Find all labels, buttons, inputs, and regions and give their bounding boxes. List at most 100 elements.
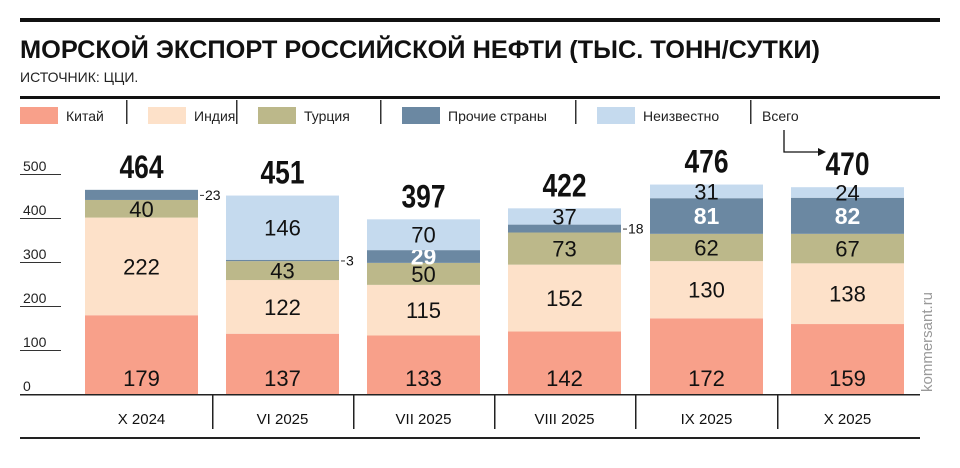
bar-segment: [791, 263, 904, 325]
data-label: 133: [405, 366, 442, 391]
legend-swatch: [258, 107, 296, 124]
x-tick-label: X 2025: [824, 411, 872, 428]
x-tick-label: IX 2025: [681, 411, 733, 428]
x-tick-label: VI 2025: [257, 411, 309, 428]
bar-segment: [367, 262, 480, 285]
legend-label: Индия: [194, 108, 235, 124]
bar-segment: [791, 197, 904, 234]
total-label: 464: [120, 149, 164, 185]
y-tick-label: 100: [23, 334, 47, 350]
x-tick-label: VII 2025: [396, 411, 452, 428]
total-label: 422: [543, 167, 587, 203]
legend-swatch: [20, 107, 58, 124]
bar-segment: [791, 187, 904, 198]
data-label: 81: [694, 203, 720, 229]
legend-separator: [750, 100, 752, 124]
data-label-small: 23: [205, 187, 221, 203]
arrow-head-icon: [818, 148, 826, 156]
bar-segment: [508, 208, 621, 225]
y-tick-line: [20, 174, 61, 175]
category-separator: [777, 395, 779, 429]
x-axis: X 2024 VI 2025 VII 2025 VIII 2025 IX 2025 X 2…: [20, 394, 920, 439]
legend-separator: [575, 100, 577, 124]
bar-segment: [508, 331, 621, 394]
y-tick-label: 500: [23, 158, 47, 174]
data-label: 122: [264, 295, 301, 320]
bar-segment: [226, 333, 339, 394]
bar-segment: [650, 184, 763, 199]
total-label: 476: [685, 144, 729, 180]
data-label: 146: [264, 216, 301, 241]
legend: Китай Индия Турция Прочие страны Неизвестно В…: [20, 100, 826, 156]
legend-separator: [236, 100, 238, 124]
x-tick-label: X 2024: [118, 411, 166, 428]
data-label: 31: [694, 179, 718, 204]
legend-label: Турция: [304, 108, 350, 124]
bar-segment: [508, 264, 621, 332]
data-label: 50: [411, 262, 435, 287]
category-separator: [353, 395, 355, 429]
data-label: 152: [546, 286, 583, 311]
legend-separator: [380, 100, 382, 124]
bar-segment: [367, 219, 480, 251]
bar-segment: [791, 233, 904, 264]
data-label: 24: [835, 180, 859, 205]
x-tick-label: VIII 2025: [534, 411, 594, 428]
chart-title: МОРСКОЙ ЭКСПОРТ РОССИЙСКОЙ НЕФТИ (ТЫС. Т…: [20, 34, 820, 64]
top-rule: [20, 18, 940, 22]
legend-rule: [20, 96, 940, 99]
bar-segment: [508, 232, 621, 265]
bar-segment: [226, 195, 339, 260]
y-tick-label: 400: [23, 202, 47, 218]
y-tick-line: [20, 306, 61, 307]
total-label: 451: [261, 155, 305, 191]
data-label: 137: [264, 366, 301, 391]
y-axis: 0 100 200 300 400 500: [20, 158, 61, 394]
data-label-small: 3: [346, 252, 354, 268]
bottom-rule: [20, 437, 920, 439]
y-tick-label: 300: [23, 246, 47, 262]
data-label: 40: [129, 197, 153, 222]
legend-label-total: Всего: [762, 108, 799, 124]
data-label-leader: [341, 260, 345, 262]
bar-segment: [85, 217, 198, 316]
bar-segment: [85, 315, 198, 394]
bar-segment: [367, 250, 480, 263]
category-separator: [494, 395, 496, 429]
data-label: 142: [546, 366, 583, 391]
data-label-leader: [623, 228, 627, 230]
legend-swatch: [402, 107, 440, 124]
legend-label: Прочие страны: [448, 108, 547, 124]
bar-segment: [650, 318, 763, 394]
legend-swatch: [148, 107, 186, 124]
data-label: 179: [123, 366, 160, 391]
data-label: 70: [411, 223, 435, 248]
x-axis-line: [20, 394, 920, 396]
bar-segment: [367, 284, 480, 336]
bar-segment: [226, 259, 339, 262]
bar-segment: [367, 335, 480, 394]
bar-segment: [226, 280, 339, 334]
data-label: 37: [552, 204, 576, 229]
legend-swatch: [597, 107, 635, 124]
data-label: 73: [552, 237, 576, 262]
data-label: 43: [270, 259, 294, 284]
category-separator: [212, 395, 214, 429]
total-label: 470: [826, 146, 870, 182]
data-label: 67: [835, 237, 859, 262]
bar-segment: [85, 199, 198, 218]
data-label: 222: [123, 254, 160, 279]
legend-label: Неизвестно: [643, 108, 719, 124]
y-tick-line: [20, 262, 61, 263]
data-label-leader: [200, 194, 204, 196]
bar-segment: [650, 198, 763, 234]
bar-segment: [226, 261, 339, 281]
legend-label: Китай: [66, 108, 104, 124]
data-label: 138: [829, 282, 866, 307]
bar-segment: [85, 189, 198, 200]
data-label: 159: [829, 366, 866, 391]
data-label: 115: [406, 298, 441, 323]
data-label: 62: [694, 235, 718, 260]
